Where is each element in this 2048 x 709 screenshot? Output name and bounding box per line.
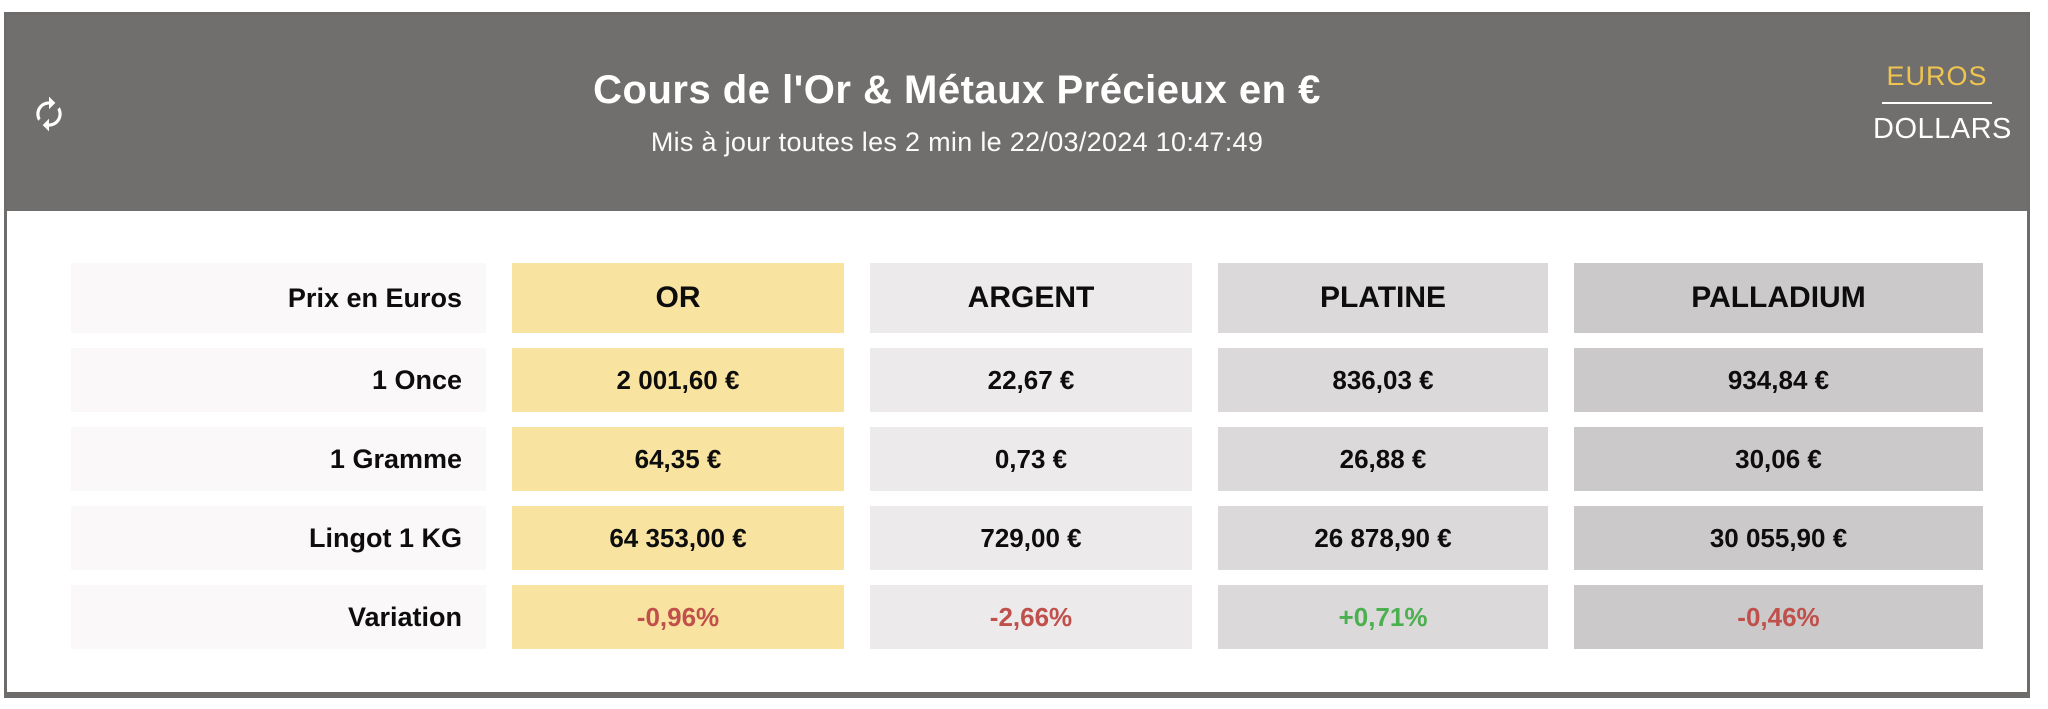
- price-gramme-platine: 26,88 €: [1218, 427, 1548, 491]
- variation-argent: -2,66%: [870, 585, 1192, 649]
- refresh-icon: [36, 96, 62, 131]
- currency-option-euros[interactable]: EUROS: [1886, 61, 1988, 91]
- price-gramme-palladium: 30,06 €: [1574, 427, 1983, 491]
- price-lingot-argent: 729,00 €: [870, 506, 1192, 570]
- update-status: Mis à jour toutes les 2 min le 22/03/202…: [650, 127, 1264, 157]
- currency-option-dollars[interactable]: DOLLARS: [1873, 113, 2012, 145]
- price-once-palladium: 934,84 €: [1574, 348, 1983, 412]
- variation-palladium: -0,46%: [1574, 585, 1983, 649]
- header-band: Cours de l'Or & Métaux Précieux en € Mis…: [7, 15, 2027, 211]
- header-titles: Cours de l'Or & Métaux Précieux en € Mis…: [7, 15, 1907, 211]
- price-lingot-or: 64 353,00 €: [512, 506, 844, 570]
- variation-platine: +0,71%: [1218, 585, 1548, 649]
- variation-or: -0,96%: [512, 585, 844, 649]
- column-header-argent: ARGENT: [870, 263, 1192, 333]
- price-once-platine: 836,03 €: [1218, 348, 1548, 412]
- price-once-argent: 22,67 €: [870, 348, 1192, 412]
- page-title: Cours de l'Or & Métaux Précieux en €: [593, 68, 1321, 112]
- refresh-button[interactable]: [27, 93, 71, 137]
- row-label-lingot: Lingot 1 KG: [71, 506, 486, 570]
- price-gramme-argent: 0,73 €: [870, 427, 1192, 491]
- price-gramme-or: 64,35 €: [512, 427, 844, 491]
- currency-toggle: EUROS DOLLARS: [1873, 61, 2012, 146]
- price-card: Cours de l'Or & Métaux Précieux en € Mis…: [4, 12, 2030, 698]
- price-lingot-platine: 26 878,90 €: [1218, 506, 1548, 570]
- column-header-platine: PLATINE: [1218, 263, 1548, 333]
- row-label-once: 1 Once: [71, 348, 486, 412]
- price-once-or: 2 001,60 €: [512, 348, 844, 412]
- row-label-gramme: 1 Gramme: [71, 427, 486, 491]
- table-corner-label: Prix en Euros: [71, 263, 486, 333]
- row-label-variation: Variation: [71, 585, 486, 649]
- column-header-or: OR: [512, 263, 844, 333]
- column-header-palladium: PALLADIUM: [1574, 263, 1983, 333]
- price-lingot-palladium: 30 055,90 €: [1574, 506, 1983, 570]
- toggle-divider: [1882, 102, 1992, 104]
- price-table: Prix en Euros OR ARGENT PLATINE PALLADIU…: [71, 263, 2027, 649]
